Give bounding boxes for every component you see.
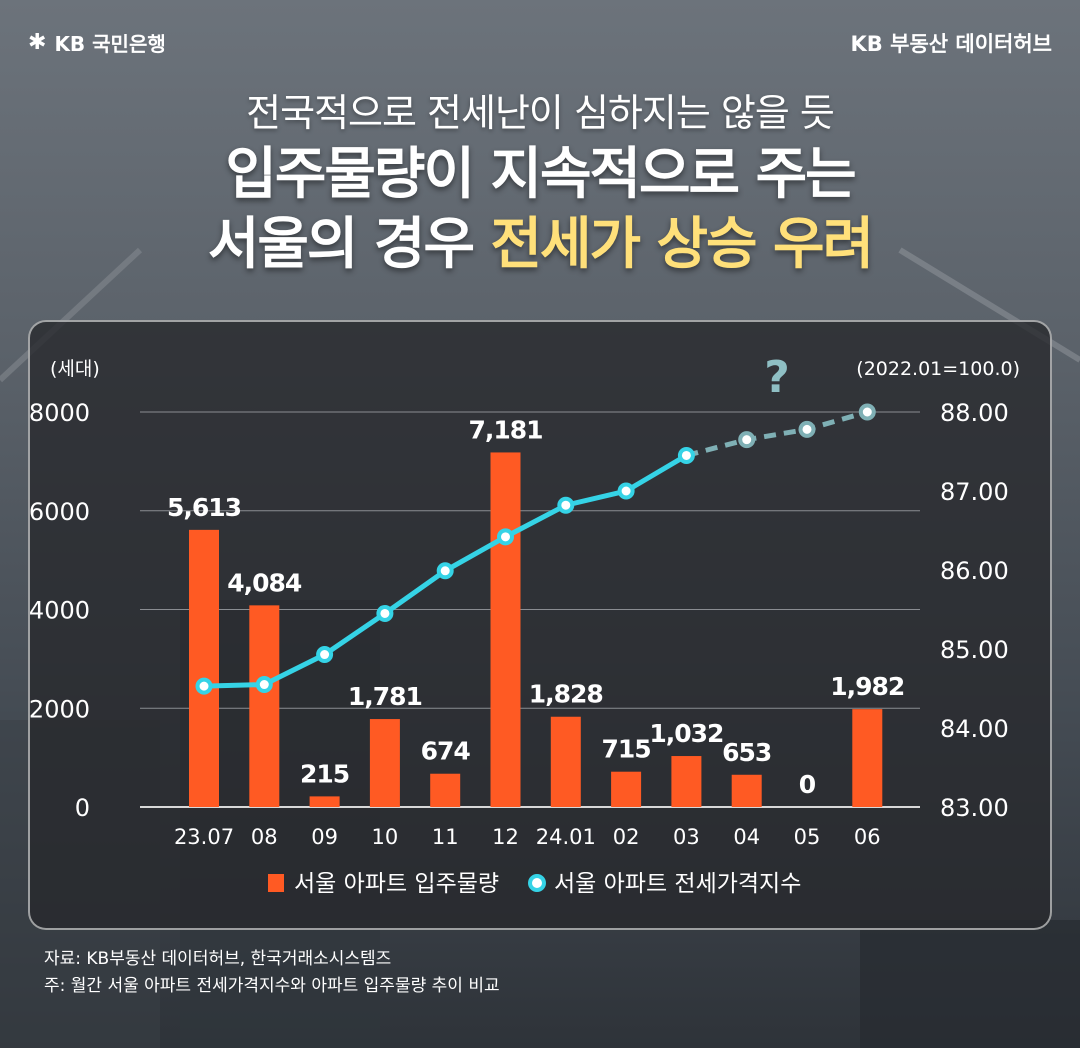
bar (611, 771, 642, 807)
index-point (195, 677, 213, 695)
bar (550, 716, 581, 807)
bar-value-label: 0 (799, 770, 816, 799)
y-left-tick-label: 8000 (30, 399, 90, 427)
y-right-tick-label: 88.00 (940, 399, 1009, 427)
method-note: 주: 월간 서울 아파트 전세가격지수와 아파트 입주물량 추이 비교 (44, 976, 500, 996)
y-left-tick-label: 2000 (30, 695, 90, 723)
x-tick-label: 08 (251, 825, 278, 849)
page-title: 입주물량이 지속적으로 주는 서울의 경우 전세가 상승 우려 (0, 140, 1080, 280)
y-left-tick-label: 6000 (30, 498, 90, 526)
bar (309, 796, 340, 807)
bar-value-label: 5,613 (167, 493, 241, 522)
index-point (738, 431, 756, 449)
y-right-axis-label: (2022.01=100.0) (856, 358, 1020, 380)
x-tick-label: 06 (854, 825, 881, 849)
bar-value-label: 674 (421, 737, 471, 766)
index-point (557, 496, 575, 514)
bar (490, 452, 521, 807)
y-right-tick-label: 83.00 (940, 794, 1009, 822)
brand-label: KB 부동산 데이터허브 (850, 32, 1052, 56)
y-right-tick-label: 85.00 (940, 636, 1009, 664)
bar-value-label: 1,781 (348, 682, 422, 711)
y-left-axis-label: (세대) (50, 358, 100, 380)
chart-svg: 0 2000 4000 6000 8000 83.00 84.00 85.00 86.00 87.… (30, 352, 1020, 897)
title-line-1: 입주물량이 지속적으로 주는 (225, 142, 856, 207)
bar (189, 529, 219, 807)
x-tick-label: 11 (432, 825, 459, 849)
index-point (255, 676, 273, 694)
forecast-question-mark: ? (764, 352, 790, 403)
index-point (497, 528, 514, 546)
footnotes: 자료: KB부동산 데이터허브, 한국거래소시스템즈 주: 월간 서울 아파트 … (44, 946, 500, 1000)
x-tick-label: 12 (492, 825, 519, 849)
bar (249, 605, 280, 807)
index-point (316, 646, 334, 664)
index-point (376, 604, 394, 622)
bar-value-label: 1,032 (649, 719, 723, 748)
bar-value-label: 1,828 (529, 680, 603, 709)
legend-line-label: 서울 아파트 전세가격지수 (554, 871, 801, 897)
y-left-tick-label: 4000 (30, 597, 90, 625)
bar-value-label: 7,181 (468, 415, 542, 444)
bar (369, 719, 400, 807)
x-tick-label: 03 (673, 825, 700, 849)
bar (731, 774, 762, 807)
bar-value-label: 1,982 (830, 672, 904, 701)
index-line-forecast (685, 409, 868, 458)
bar (852, 709, 883, 807)
y-right-tick-label: 87.00 (940, 478, 1009, 506)
x-tick-label: 23.07 (174, 825, 234, 849)
x-tick-label: 09 (311, 825, 338, 849)
page-subtitle: 전국적으로 전세난이 심하지는 않을 듯 (246, 91, 835, 135)
kb-star-icon: ✱ (28, 30, 47, 55)
bar (430, 773, 461, 807)
x-tick-label: 02 (613, 825, 640, 849)
bar-value-label: 215 (300, 759, 349, 788)
index-point (858, 403, 876, 421)
bar-value-label: 653 (722, 738, 771, 767)
x-tick-label: 24.01 (536, 825, 596, 849)
logo-text: KB 국민은행 (54, 32, 166, 56)
title-line-2-plain: 서울의 경우 (207, 212, 491, 277)
x-tick-label: 04 (733, 825, 760, 849)
kb-bank-logo: ✱ KB 국민은행 (28, 28, 166, 57)
y-left-tick-label: 0 (75, 794, 90, 822)
legend-bar-swatch (268, 874, 284, 892)
index-point (798, 420, 816, 438)
y-right-tick-label: 86.00 (940, 557, 1009, 585)
chart-panel: 0 2000 4000 6000 8000 83.00 84.00 85.00 86.00 87.… (28, 320, 1052, 930)
x-tick-label: 10 (372, 825, 399, 849)
y-right-tick-label: 84.00 (940, 715, 1009, 743)
index-point (617, 482, 635, 500)
source-note: 자료: KB부동산 데이터허브, 한국거래소시스템즈 (44, 949, 392, 969)
x-tick-label: 05 (794, 825, 821, 849)
bar-value-label: 4,084 (227, 568, 302, 597)
legend-line-swatch (528, 874, 546, 892)
index-point (436, 562, 454, 580)
bar (671, 756, 702, 807)
legend-bar-label: 서울 아파트 입주물량 (294, 871, 499, 897)
title-line-2: 서울의 경우 전세가 상승 우려 (0, 210, 1080, 280)
title-line-2-highlight: 전세가 상승 우려 (490, 212, 874, 277)
index-point (677, 446, 695, 464)
bar-value-label: 715 (602, 735, 651, 764)
